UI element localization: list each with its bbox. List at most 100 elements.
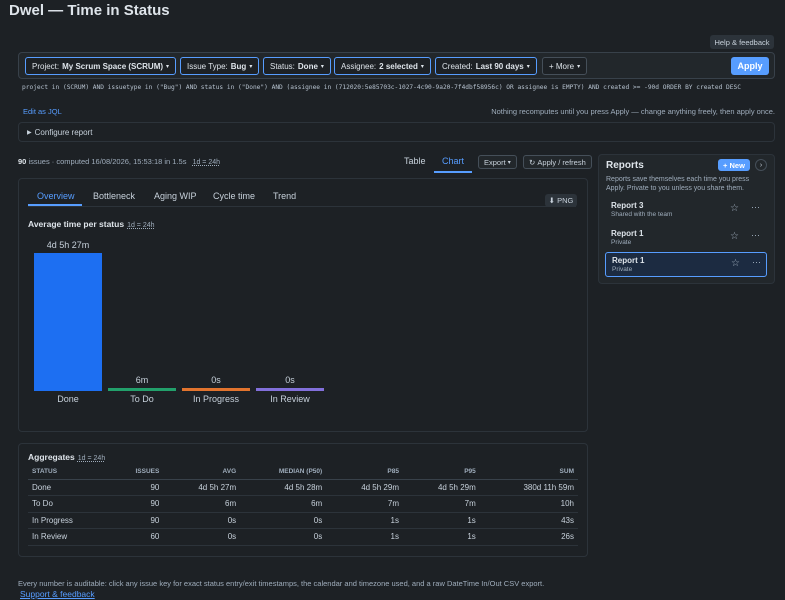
report-item[interactable]: Report 3 Shared with the team ☆ ⋯ [605, 198, 767, 222]
subtab-bottleneck[interactable]: Bottleneck [93, 191, 136, 201]
more-filters-button[interactable]: + More ▾ [542, 57, 588, 75]
table-cell: 60 [109, 528, 164, 546]
page-title: Dwel — Time in Status [9, 2, 170, 19]
apply-button[interactable]: Apply [731, 57, 769, 75]
tab-chart[interactable]: Chart [434, 156, 473, 173]
category-label: In Progress [192, 394, 240, 404]
more-label: + More [549, 61, 575, 71]
caret-down-icon: ▾ [577, 63, 581, 70]
table-cell: 380d 11h 59m [479, 479, 578, 496]
subtab-divider [28, 206, 576, 207]
table-cell: 1s [403, 528, 480, 546]
chip-value: Done [297, 61, 318, 71]
column-header: MEDIAN (P50) [240, 465, 327, 480]
bar-to-do[interactable] [108, 388, 176, 391]
star-icon[interactable]: ☆ [730, 203, 739, 214]
chip-prefix: Status: [270, 61, 295, 71]
table-cell: 90 [109, 512, 164, 529]
more-options-icon[interactable]: ⋯ [751, 202, 760, 212]
aggregates-title-text: Aggregates [28, 452, 75, 462]
table-header-row: STATUS ISSUES AVG MEDIAN (P50) P85 P95 S… [28, 465, 578, 480]
created-filter-chip[interactable]: Created: Last 90 days ▾ [435, 57, 537, 75]
chip-value: Bug [230, 61, 247, 71]
column-header: SUM [479, 465, 578, 480]
table-cell: 26s [479, 528, 578, 546]
edit-as-jql-link[interactable]: Edit as JQL [23, 107, 62, 116]
bar-value-label: 0s [211, 375, 221, 385]
download-icon: ⬇ [548, 196, 555, 205]
chip-prefix: Assignee: [341, 61, 377, 71]
column-header: P85 [326, 465, 403, 480]
assignee-filter-chip[interactable]: Assignee: 2 selected ▾ [334, 57, 431, 75]
table-cell: To Do [28, 495, 110, 513]
result-summary: 90 issues · computed 16/08/2026, 15:53:1… [18, 157, 220, 166]
active-subtab-indicator [28, 204, 82, 206]
table-row: In Review 60 0s 0s 1s 1s 26s [28, 528, 578, 546]
table-cell: 7m [326, 495, 403, 513]
tab-table[interactable]: Table [404, 156, 426, 166]
caret-down-icon: ▾ [526, 63, 530, 70]
subtab-trend[interactable]: Trend [273, 191, 297, 201]
support-feedback-link[interactable]: Support & feedback [20, 589, 95, 599]
chip-prefix: Project: [32, 61, 60, 71]
report-item[interactable]: Report 1 Private ☆ ⋯ [605, 226, 767, 250]
table-row: Done 90 4d 5h 27m 4d 5h 28m 4d 5h 29m 4d… [28, 479, 578, 496]
new-report-button[interactable]: + New [718, 159, 750, 171]
report-name: Report 1 [611, 229, 644, 238]
triangle-right-icon: ▶ [27, 129, 32, 136]
table-cell: Done [28, 479, 110, 496]
report-sharing: Private [612, 266, 633, 273]
report-name: Report 1 [612, 256, 645, 265]
more-options-icon[interactable]: ⋯ [751, 230, 760, 240]
day-definition-badge[interactable]: 1d = 24h [192, 159, 221, 166]
help-feedback-button[interactable]: Help & feedback [710, 35, 774, 49]
export-button[interactable]: Export ▾ [478, 155, 517, 169]
project-filter-chip[interactable]: Project: My Scrum Space (SCRUM) ▾ [25, 57, 177, 75]
bar-done[interactable] [34, 253, 102, 391]
refresh-label: Apply / refresh [537, 157, 586, 167]
reports-description: Reports save themselves each time you pr… [606, 176, 750, 192]
table-row: In Progress 90 0s 0s 1s 1s 43s [28, 512, 578, 529]
bar-in-review[interactable] [256, 388, 324, 391]
table-cell: 4d 5h 27m [163, 479, 241, 496]
star-icon[interactable]: ☆ [731, 258, 740, 269]
report-sharing: Shared with the team [611, 211, 673, 218]
table-cell: 7m [403, 495, 480, 513]
issue-type-filter-chip[interactable]: Issue Type: Bug ▾ [180, 57, 260, 75]
chart-day-badge[interactable]: 1d = 24h [127, 222, 155, 229]
chip-value: My Scrum Space (SCRUM) [62, 61, 164, 71]
bar-in-progress[interactable] [182, 388, 250, 391]
table-cell: 1s [326, 512, 403, 529]
caret-down-icon: ▾ [249, 63, 253, 70]
caret-down-icon: ▾ [420, 63, 424, 70]
subtab-cycle-time[interactable]: Cycle time [213, 191, 256, 201]
column-header: STATUS [28, 465, 110, 480]
apply-refresh-button[interactable]: ↻ Apply / refresh [523, 155, 592, 169]
more-options-icon[interactable]: ⋯ [752, 257, 761, 267]
table-row: To Do 90 6m 6m 7m 7m 10h [28, 495, 578, 513]
status-filter-chip[interactable]: Status: Done ▾ [263, 57, 331, 75]
jql-text: project in (SCRUM) AND issuetype in ("Bu… [22, 84, 741, 91]
subtab-overview[interactable]: Overview [37, 191, 75, 201]
subtab-aging-wip[interactable]: Aging WIP [154, 191, 197, 201]
configure-label: Configure report [34, 127, 93, 137]
table-cell: 4d 5h 28m [240, 479, 327, 496]
aggregates-day-badge[interactable]: 1d = 24h [77, 455, 106, 462]
aggregates-title: Aggregates 1d = 24h [28, 452, 105, 462]
configure-report-toggle[interactable]: ▶ Configure report [18, 122, 775, 142]
footer-note: Every number is auditable: click any iss… [18, 579, 545, 588]
table-cell: 4d 5h 29m [326, 479, 403, 496]
star-icon[interactable]: ☆ [730, 231, 739, 242]
table-cell: 0s [163, 528, 241, 546]
table-cell: 43s [479, 512, 578, 529]
chart-title-text: Average time per status [28, 219, 125, 229]
table-cell: 6m [163, 495, 241, 513]
table-cell: 0s [240, 512, 327, 529]
png-download-button[interactable]: ⬇ PNG [545, 194, 577, 207]
table-cell: 0s [163, 512, 241, 529]
caret-down-icon: ▾ [507, 159, 511, 166]
report-item-selected[interactable]: Report 1 Private ☆ ⋯ [605, 252, 767, 277]
caret-down-icon: ▾ [320, 63, 324, 70]
chevron-right-icon[interactable]: › [755, 159, 767, 171]
table-cell: 6m [240, 495, 327, 513]
